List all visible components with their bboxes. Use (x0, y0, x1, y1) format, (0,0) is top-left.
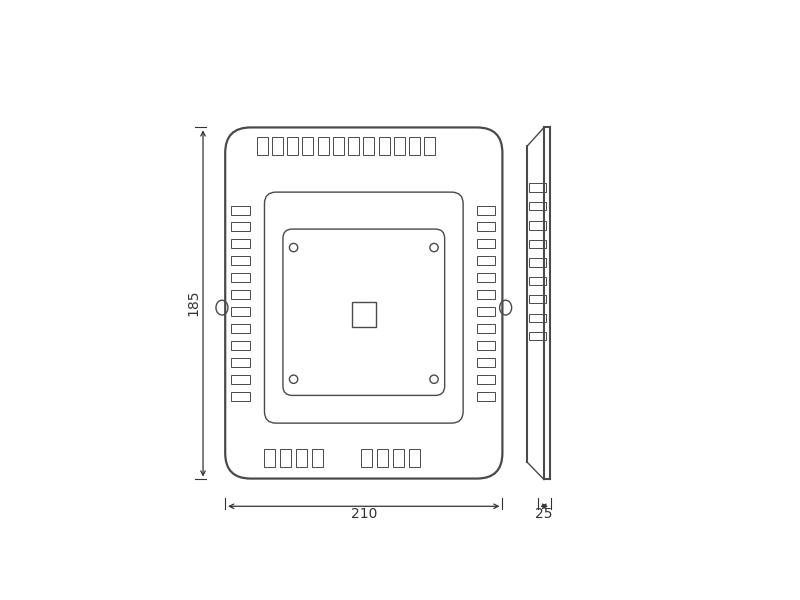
Bar (477, 358, 495, 367)
Bar (257, 137, 268, 155)
Bar (477, 392, 495, 401)
Bar (477, 341, 495, 350)
Bar (477, 324, 495, 333)
Bar (231, 307, 250, 316)
Bar (231, 290, 250, 299)
Bar (529, 240, 546, 248)
Bar (280, 449, 291, 467)
Bar (287, 137, 298, 155)
Bar (231, 256, 250, 265)
Bar (312, 449, 323, 467)
Bar (529, 314, 546, 322)
Bar (477, 239, 495, 248)
Bar (231, 358, 250, 367)
Bar (231, 324, 250, 333)
Bar (529, 258, 546, 266)
Bar (529, 184, 546, 191)
Bar (263, 449, 274, 467)
Bar (393, 449, 404, 467)
Bar (363, 137, 374, 155)
Bar (377, 449, 388, 467)
Bar (231, 206, 250, 215)
Bar (231, 273, 250, 282)
Bar (529, 277, 546, 285)
Text: 210: 210 (350, 507, 377, 521)
Text: 185: 185 (186, 290, 201, 316)
Bar (477, 222, 495, 232)
Bar (231, 392, 250, 401)
Bar (477, 206, 495, 215)
Bar (231, 239, 250, 248)
Bar (348, 137, 359, 155)
Bar (529, 295, 546, 304)
Bar (394, 137, 405, 155)
Bar (529, 332, 546, 340)
Bar (424, 137, 435, 155)
Bar (272, 137, 283, 155)
Bar (333, 137, 344, 155)
Bar (477, 256, 495, 265)
Bar (409, 137, 420, 155)
Bar (231, 222, 250, 232)
Bar (529, 221, 546, 230)
Bar (296, 449, 307, 467)
Bar (409, 449, 420, 467)
Text: 25: 25 (535, 507, 553, 521)
Bar (477, 290, 495, 299)
Bar (477, 307, 495, 316)
Bar (231, 374, 250, 384)
Bar (477, 374, 495, 384)
Bar (231, 341, 250, 350)
Bar (318, 137, 329, 155)
Bar (302, 137, 314, 155)
Bar (352, 302, 376, 327)
Bar (529, 202, 546, 210)
Bar (477, 273, 495, 282)
Bar (378, 137, 390, 155)
Bar (361, 449, 372, 467)
